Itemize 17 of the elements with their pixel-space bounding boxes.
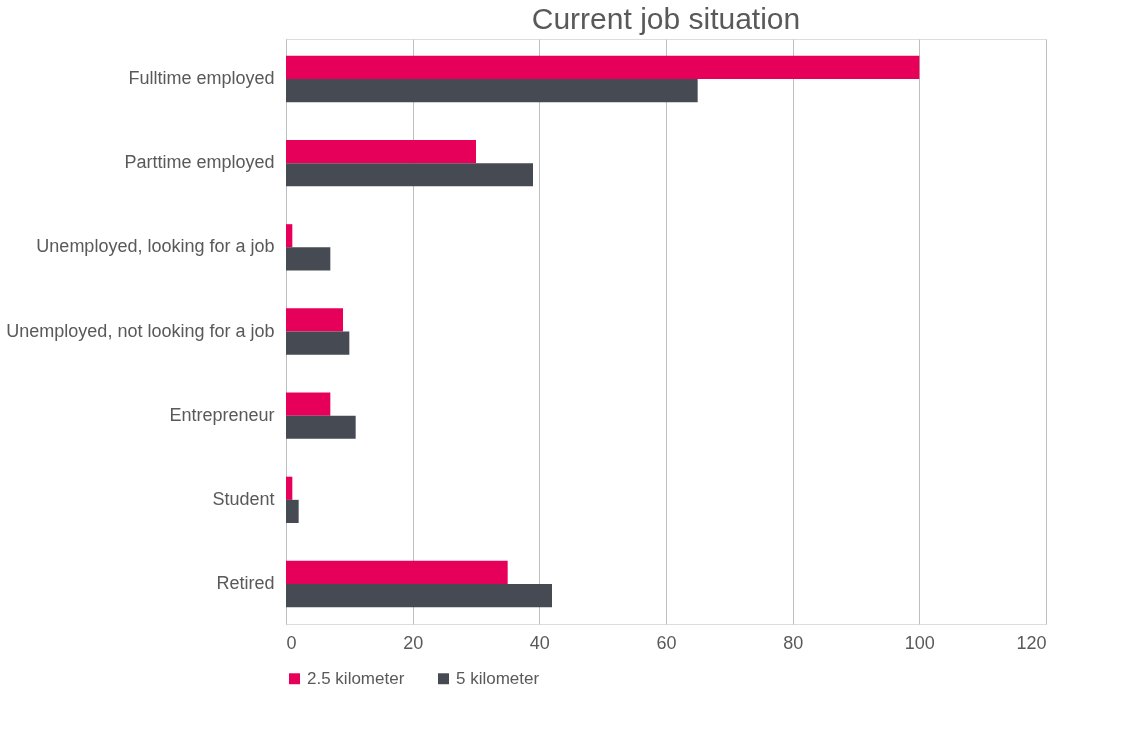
y-tick-label: Retired	[216, 573, 275, 594]
x-tick-label: 120	[1016, 632, 1047, 653]
y-tick-label: Student	[212, 488, 275, 509]
x-tick-label: 100	[904, 632, 935, 653]
x-tick-label: 0	[286, 632, 297, 653]
legend-label: 2.5 kilometer	[307, 668, 405, 688]
y-tick-label: Unemployed, looking for a job	[36, 236, 275, 257]
x-tick-label: 60	[656, 632, 677, 653]
y-tick-label: Unemployed, not looking for a job	[6, 320, 275, 341]
x-tick-label: 40	[529, 632, 550, 653]
y-tick-label: Parttime employed	[124, 152, 275, 173]
x-tick-label: 80	[783, 632, 804, 653]
chart-title: Current job situation	[531, 2, 801, 35]
y-tick-label: Entrepreneur	[169, 404, 275, 425]
legend-label: 5 kilometer	[456, 668, 540, 688]
y-tick-label: Fulltime employed	[128, 67, 275, 88]
x-tick-label: 20	[403, 632, 424, 653]
